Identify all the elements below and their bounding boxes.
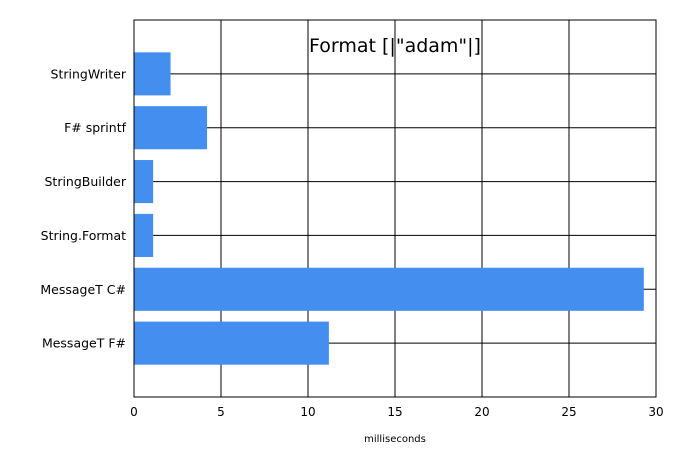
plot-frame [133,19,657,398]
chart-title: Format [|"adam"|] [309,35,481,57]
category-label: MessageT F# [42,336,126,351]
bar [134,321,329,365]
category-label: MessageT C# [40,282,126,297]
bar [134,160,154,204]
x-axis-title: milliseconds [364,434,426,445]
labels: 0 5 10 15 20 25 30 StringWriter F# sprintf String… [40,66,663,419]
category-label: F# sprintf [64,120,127,135]
x-tick-label: 20 [474,405,489,419]
bar [134,267,644,311]
bar [134,52,171,96]
x-tick-label: 15 [387,405,402,419]
plot-border [133,19,657,398]
bar [134,213,154,257]
category-label: StringWriter [51,66,127,81]
category-label: String.Format [41,228,126,243]
x-tick-label: 30 [648,405,663,419]
x-tick-label: 25 [561,405,576,419]
bar [134,106,208,150]
category-label: StringBuilder [44,174,126,189]
x-tick-label: 0 [130,405,138,419]
x-tick-label: 10 [300,405,315,419]
x-tick-label: 5 [217,405,225,419]
bars [134,52,644,365]
